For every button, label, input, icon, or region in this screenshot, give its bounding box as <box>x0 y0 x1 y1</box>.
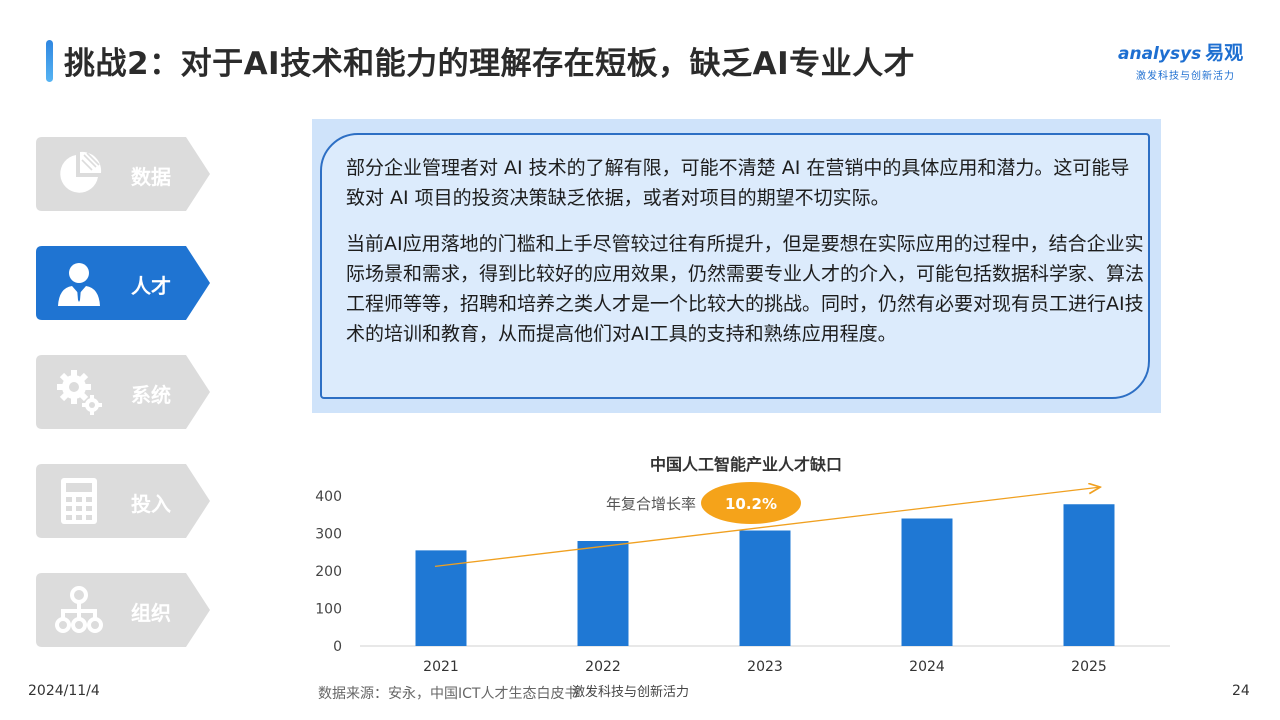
calculator-icon <box>54 476 104 526</box>
paragraph-1: 部分企业管理者对 AI 技术的了解有限，可能不清楚 AI 在营销中的具体应用和潜… <box>346 157 1130 209</box>
sidebar-item-data[interactable]: 数据 <box>36 137 211 211</box>
tab-shape <box>36 355 210 429</box>
sidebar-item-label: 投入 <box>131 492 171 516</box>
sidebar-item-organization[interactable]: 组织 <box>36 573 211 647</box>
footer-date: 2024/11/4 <box>28 683 100 699</box>
title-accent-bar <box>46 40 53 82</box>
sidebar-item-investment[interactable]: 投入 <box>36 464 211 538</box>
sidebar-item-talent[interactable]: 人才 <box>36 246 211 320</box>
y-tick-label: 0 <box>333 639 342 655</box>
bar <box>739 530 791 646</box>
cagr-badge <box>701 482 801 524</box>
sidebar-item-label: 系统 <box>131 383 171 407</box>
x-tick-label: 2022 <box>585 659 621 675</box>
person-icon <box>54 258 104 308</box>
page-number: 24 <box>1232 683 1250 699</box>
bar <box>415 550 467 646</box>
gears-icon <box>54 367 104 417</box>
x-tick-label: 2023 <box>747 659 783 675</box>
content-panel: 部分企业管理者对 AI 技术的了解有限，可能不清楚 AI 在营销中的具体应用和潜… <box>320 133 1150 399</box>
logo-cn: 易观 <box>1205 42 1244 64</box>
x-tick-label: 2025 <box>1071 659 1107 675</box>
sidebar-item-label: 组织 <box>131 601 171 625</box>
cagr-label: 年复合增长率 <box>606 495 696 513</box>
chart-title: 中国人工智能产业人才缺口 <box>650 455 842 474</box>
cagr-value: 10.2% <box>725 495 777 513</box>
x-tick-label: 2024 <box>909 659 945 675</box>
talent-gap-bar-chart: 中国人工智能产业人才缺口 0 100 200 300 400 2021 2022 2023 202… <box>315 455 1170 675</box>
tab-shape <box>36 573 210 647</box>
sidebar-item-label: 人才 <box>131 274 171 298</box>
bar <box>901 518 953 646</box>
logo-text: nalysys <box>1129 44 1202 64</box>
y-tick-label: 300 <box>315 527 342 543</box>
paragraph-2: 当前AI应用落地的门槛和上手尽管较过往有所提升，但是要想在实际应用的过程中，结合… <box>346 233 1145 345</box>
y-tick-label: 200 <box>315 564 342 580</box>
footer-tagline: 激发科技与创新活力 <box>572 685 690 700</box>
sidebar-item-label: 数据 <box>131 165 171 189</box>
y-tick-label: 400 <box>315 489 342 505</box>
sidebar-item-system[interactable]: 系统 <box>36 355 211 429</box>
analysys-logo: analysys 易观 激发科技与创新活力 <box>1118 38 1258 84</box>
bar <box>1063 504 1115 646</box>
y-tick-label: 100 <box>315 602 342 618</box>
logo-letter: a <box>1118 44 1130 64</box>
footer-source: 数据来源：安永，中国ICT人才生态白皮书 <box>318 686 579 702</box>
logo-subtitle: 激发科技与创新活力 <box>1136 71 1235 82</box>
bar <box>577 541 629 646</box>
x-tick-label: 2021 <box>423 659 459 675</box>
pie-chart-icon <box>54 149 104 199</box>
trend-arrow <box>434 487 1099 568</box>
org-chart-icon <box>54 585 104 635</box>
page-title: 挑战2：对于AI技术和能力的理解存在短板，缺乏AI专业人才 <box>64 46 916 82</box>
